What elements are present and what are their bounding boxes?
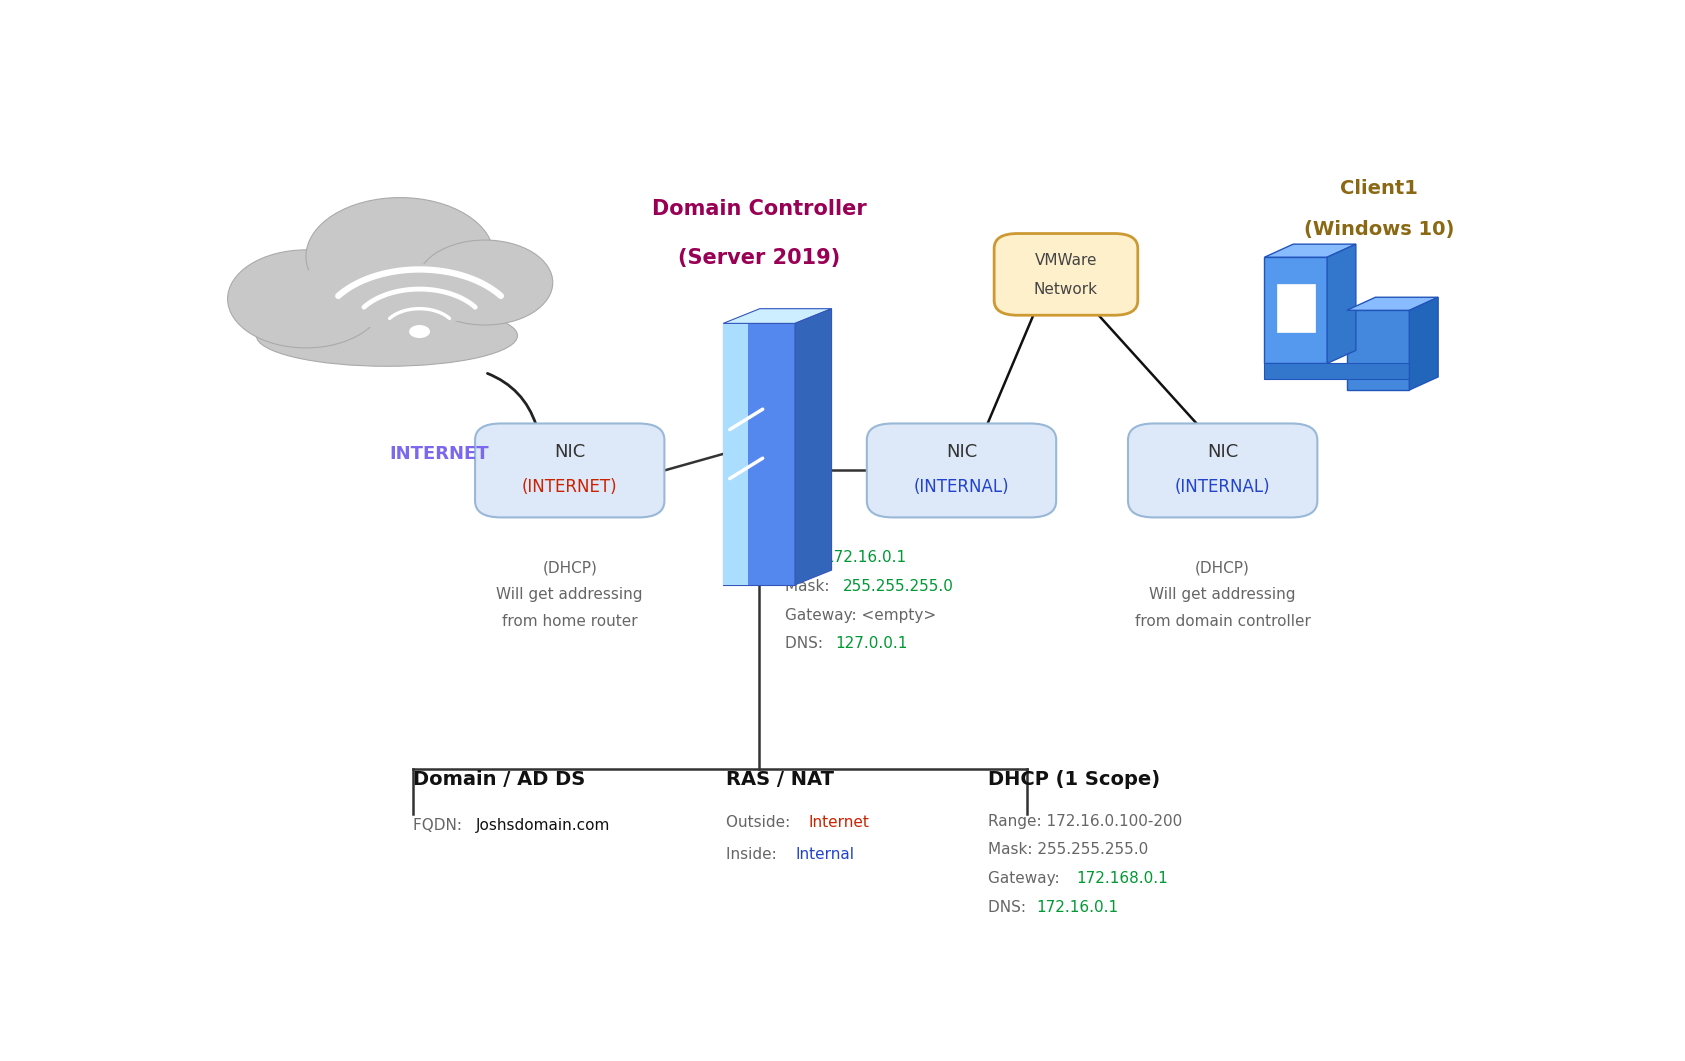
Polygon shape: [1346, 297, 1437, 310]
Polygon shape: [1328, 244, 1356, 364]
Text: (DHCP): (DHCP): [543, 560, 596, 575]
Text: Client1: Client1: [1341, 179, 1419, 198]
Bar: [723, 324, 748, 585]
Text: Outside:: Outside:: [726, 816, 795, 831]
Text: (Windows 10): (Windows 10): [1304, 220, 1454, 239]
Polygon shape: [1409, 297, 1437, 390]
Text: Network: Network: [1035, 281, 1099, 297]
FancyBboxPatch shape: [1127, 423, 1318, 518]
Text: Domain / AD DS: Domain / AD DS: [413, 770, 585, 789]
Text: INTERNET: INTERNET: [389, 446, 489, 463]
Text: Gateway: <empty>: Gateway: <empty>: [785, 608, 937, 623]
Text: Gateway:: Gateway:: [987, 871, 1065, 886]
Bar: [1264, 257, 1328, 364]
Text: from home router: from home router: [502, 613, 637, 629]
Text: (Server 2019): (Server 2019): [677, 248, 841, 268]
Text: NIC: NIC: [1206, 443, 1238, 462]
Text: (INTERNET): (INTERNET): [522, 477, 618, 495]
Text: Will get addressing: Will get addressing: [497, 587, 644, 602]
Text: Joshsdomain.com: Joshsdomain.com: [475, 818, 610, 833]
Text: Internal: Internal: [795, 847, 854, 862]
Bar: [1264, 364, 1422, 380]
Circle shape: [409, 325, 430, 338]
Text: VMWare: VMWare: [1035, 253, 1097, 268]
Text: IP:: IP:: [785, 551, 809, 566]
Text: NIC: NIC: [945, 443, 977, 462]
Text: (DHCP): (DHCP): [1195, 560, 1250, 575]
Text: Mask: 255.255.255.0: Mask: 255.255.255.0: [987, 842, 1147, 857]
Bar: [1346, 310, 1409, 390]
Bar: [1277, 283, 1314, 331]
Text: 127.0.0.1: 127.0.0.1: [834, 637, 907, 651]
Text: RAS / NAT: RAS / NAT: [726, 770, 834, 789]
Text: FQDN:: FQDN:: [413, 818, 467, 833]
Polygon shape: [795, 309, 832, 585]
Polygon shape: [1264, 244, 1356, 257]
Text: DNS:: DNS:: [785, 637, 827, 651]
Text: NIC: NIC: [554, 443, 585, 462]
Text: DHCP (1 Scope): DHCP (1 Scope): [987, 770, 1159, 789]
Text: Range: 172.16.0.100-200: Range: 172.16.0.100-200: [987, 814, 1181, 829]
Text: 255.255.255.0: 255.255.255.0: [842, 579, 954, 594]
Circle shape: [416, 240, 553, 325]
Text: (INTERNAL): (INTERNAL): [913, 477, 1009, 495]
Polygon shape: [723, 309, 832, 324]
Text: Domain Controller: Domain Controller: [652, 199, 866, 219]
Text: 172.16.0.1: 172.16.0.1: [1036, 900, 1119, 915]
Text: 172.168.0.1: 172.168.0.1: [1077, 871, 1168, 886]
Text: Inside:: Inside:: [726, 847, 782, 862]
Bar: [723, 324, 795, 585]
Circle shape: [227, 249, 384, 348]
Text: DNS:: DNS:: [987, 900, 1031, 915]
Text: (INTERNAL): (INTERNAL): [1174, 477, 1270, 495]
Text: from domain controller: from domain controller: [1134, 613, 1311, 629]
Text: Will get addressing: Will get addressing: [1149, 587, 1296, 602]
Ellipse shape: [256, 305, 517, 366]
Text: Internet: Internet: [809, 816, 869, 831]
Bar: [760, 309, 832, 570]
FancyBboxPatch shape: [475, 423, 664, 518]
FancyBboxPatch shape: [994, 233, 1137, 315]
Text: 172.16.0.1: 172.16.0.1: [824, 551, 907, 566]
Ellipse shape: [270, 262, 504, 328]
FancyBboxPatch shape: [866, 423, 1056, 518]
Text: Mask:: Mask:: [785, 579, 834, 594]
Circle shape: [307, 197, 494, 315]
